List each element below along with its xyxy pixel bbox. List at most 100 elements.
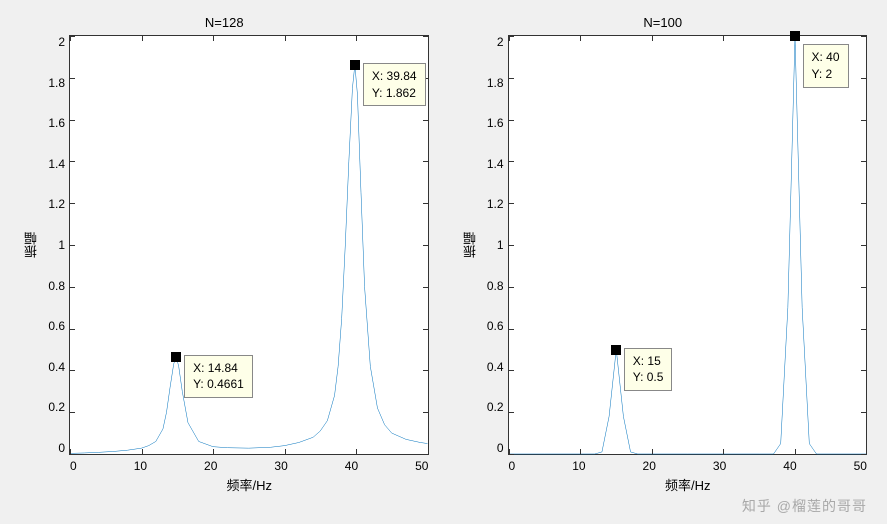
- datatip[interactable]: X: 39.84Y: 1.862: [363, 63, 426, 107]
- xtick-mark: [285, 449, 286, 454]
- datatip-x: X: 15: [633, 353, 664, 370]
- ytick-mark: [509, 245, 514, 246]
- datatip-y: Y: 0.4661: [193, 376, 244, 393]
- ytick-mark: [423, 161, 428, 162]
- ytick-label: 1.6: [486, 116, 504, 130]
- datatip-y: Y: 2: [812, 66, 840, 83]
- xtick-mark: [723, 36, 724, 41]
- ytick-mark: [423, 203, 428, 204]
- ytick-mark: [423, 370, 428, 371]
- ytick-label: 0.4: [486, 360, 504, 374]
- xtick-label: 40: [345, 459, 358, 473]
- ytick-mark: [70, 78, 75, 79]
- datatip[interactable]: X: 15Y: 0.5: [624, 348, 673, 392]
- ytick-label: 2: [486, 35, 504, 49]
- datatip-x: X: 40: [812, 49, 840, 66]
- datatip-y: Y: 0.5: [633, 369, 664, 386]
- xtick-mark: [723, 449, 724, 454]
- ytick-mark: [861, 412, 866, 413]
- xtick-label: 20: [643, 459, 656, 473]
- xtick-mark: [356, 449, 357, 454]
- yaxis-right: 21.81.61.41.210.80.60.40.20: [482, 35, 508, 455]
- xtick-label: 10: [134, 459, 147, 473]
- ytick-label: 1.2: [486, 197, 504, 211]
- ytick-mark: [509, 78, 514, 79]
- datatip-y: Y: 1.862: [372, 85, 417, 102]
- ytick-mark: [70, 245, 75, 246]
- xlabel-right: 频率/Hz: [509, 475, 868, 494]
- ytick-mark: [861, 245, 866, 246]
- xtick-mark: [795, 449, 796, 454]
- ytick-mark: [861, 120, 866, 121]
- spectrum-line: [509, 36, 867, 454]
- ytick-label: 0: [47, 441, 65, 455]
- subplot-right: N=100 振幅 21.81.61.41.210.80.60.40.20 X: …: [459, 15, 868, 494]
- ytick-label: 0.2: [47, 400, 65, 414]
- yaxis-left: 21.81.61.41.210.80.60.40.20: [43, 35, 69, 455]
- ytick-mark: [70, 287, 75, 288]
- ytick-mark: [70, 412, 75, 413]
- ytick-mark: [70, 203, 75, 204]
- peak-marker[interactable]: [171, 352, 181, 362]
- ytick-mark: [423, 245, 428, 246]
- ytick-mark: [70, 329, 75, 330]
- ytick-label: 1.4: [47, 157, 65, 171]
- xtick-mark: [428, 36, 429, 41]
- ytick-mark: [509, 161, 514, 162]
- ytick-mark: [509, 412, 514, 413]
- datatip[interactable]: X: 40Y: 2: [803, 44, 849, 88]
- ytick-mark: [423, 412, 428, 413]
- xtick-label: 30: [274, 459, 287, 473]
- peak-marker[interactable]: [790, 31, 800, 41]
- xtick-label: 0: [70, 459, 77, 473]
- ylabel-left: 振幅: [20, 35, 43, 455]
- xtick-mark: [428, 449, 429, 454]
- plot-area-right[interactable]: X: 15Y: 0.5 X: 40Y: 2: [508, 35, 868, 455]
- xtick-mark: [509, 36, 510, 41]
- ytick-mark: [423, 329, 428, 330]
- ytick-label: 1.8: [47, 76, 65, 90]
- xtick-mark: [580, 449, 581, 454]
- ytick-mark: [70, 161, 75, 162]
- ytick-mark: [509, 454, 514, 455]
- ytick-label: 0.4: [47, 360, 65, 374]
- ytick-label: 1.8: [486, 76, 504, 90]
- xtick-label: 50: [415, 459, 428, 473]
- ytick-label: 0.8: [47, 279, 65, 293]
- curve-right: [509, 36, 867, 454]
- ytick-label: 1: [47, 238, 65, 252]
- xtick-mark: [652, 36, 653, 41]
- peak-marker[interactable]: [611, 345, 621, 355]
- ytick-mark: [861, 329, 866, 330]
- xtick-mark: [70, 36, 71, 41]
- xtick-mark: [866, 36, 867, 41]
- xaxis-left: 0 10 20 30 40 50: [70, 455, 429, 473]
- ytick-mark: [70, 454, 75, 455]
- ytick-mark: [509, 203, 514, 204]
- xtick-label: 40: [783, 459, 796, 473]
- datatip-x: X: 14.84: [193, 360, 244, 377]
- plot-body-right: 振幅 21.81.61.41.210.80.60.40.20 X: 15Y: 0…: [459, 35, 868, 455]
- xtick-mark: [509, 449, 510, 454]
- xaxis-right: 01020304050: [509, 455, 868, 473]
- ytick-mark: [509, 120, 514, 121]
- xtick-label: 20: [204, 459, 217, 473]
- xtick-mark: [866, 449, 867, 454]
- ytick-mark: [423, 454, 428, 455]
- xtick-mark: [285, 36, 286, 41]
- ytick-label: 0: [486, 441, 504, 455]
- ytick-label: 1: [486, 238, 504, 252]
- peak-marker[interactable]: [350, 60, 360, 70]
- ytick-label: 1.2: [47, 197, 65, 211]
- ytick-mark: [423, 120, 428, 121]
- figure-container: N=128 振幅 21.81.61.41.210.80.60.40.20 X: …: [0, 0, 887, 524]
- ytick-mark: [861, 161, 866, 162]
- ytick-mark: [861, 203, 866, 204]
- xlabel-left: 频率/Hz: [70, 475, 429, 494]
- plot-area-left[interactable]: X: 14.84Y: 0.4661 X: 39.84Y: 1.862: [69, 35, 429, 455]
- ytick-label: 0.6: [486, 319, 504, 333]
- ytick-label: 0.6: [47, 319, 65, 333]
- datatip[interactable]: X: 14.84Y: 0.4661: [184, 355, 253, 399]
- ytick-mark: [861, 78, 866, 79]
- xtick-mark: [142, 36, 143, 41]
